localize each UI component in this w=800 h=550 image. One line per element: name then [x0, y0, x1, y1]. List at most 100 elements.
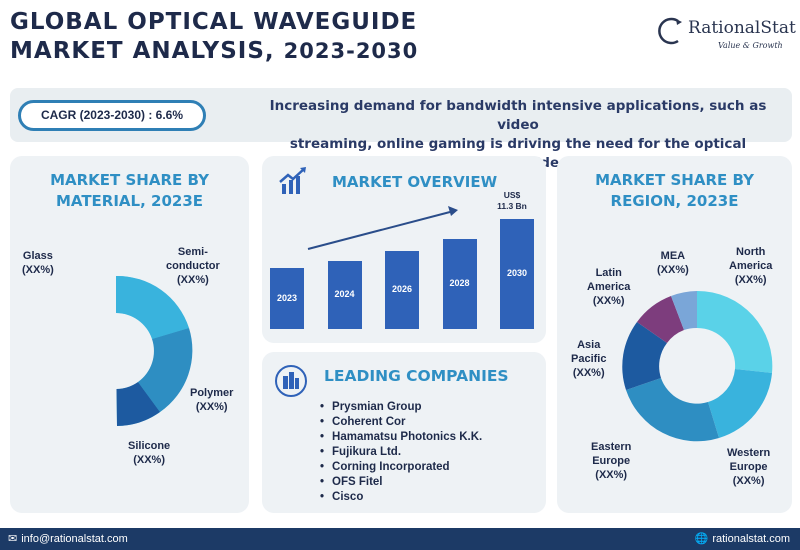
bar-label-2028: 2028	[449, 278, 470, 288]
footer-email-text: info@rationalstat.com	[21, 533, 128, 545]
company-item: OFS Fitel	[320, 475, 482, 490]
label-semiconductor: Semi- conductor (XX%)	[166, 245, 220, 287]
label-latin-america: Latin America (XX%)	[587, 266, 630, 308]
leading-companies-panel: LEADING COMPANIES Prysmian Group Coheren…	[262, 352, 546, 513]
key-insight-banner: CAGR (2023-2030) : 6.6% Increasing deman…	[10, 88, 792, 171]
trend-arrow	[307, 206, 458, 250]
bar-label-2030: 2030	[506, 268, 528, 278]
cagr-badge: CAGR (2023-2030) : 6.6%	[18, 100, 206, 131]
company-item: Hamamatsu Photonics K.K.	[320, 430, 482, 445]
title-line-2-text: MARKET ANALYSIS,	[10, 38, 275, 64]
bar-2023	[270, 268, 304, 329]
page-title: GLOBAL OPTICAL WAVEGUIDE MARKET ANALYSIS…	[10, 8, 530, 66]
label-semi-name-2: conductor	[166, 260, 220, 272]
companies-list: Prysmian Group Coherent Cor Hamamatsu Ph…	[320, 400, 482, 505]
label-semi-value: (XX%)	[177, 274, 209, 286]
company-item: Corning Incorporated	[320, 460, 482, 475]
footer-site-text: rationalstat.com	[712, 533, 790, 545]
label-eu-w-name-2: Europe	[729, 461, 768, 473]
label-silicone: Silicone (XX%)	[128, 439, 170, 467]
label-eu-e-name-1: Eastern	[591, 441, 632, 453]
label-mea: MEA (XX%)	[657, 249, 689, 277]
material-share-panel: MARKET SHARE BY MATERIAL, 2023E Glass (X…	[10, 156, 249, 513]
label-silicone-value: (XX%)	[133, 454, 165, 466]
label-north-america: North America (XX%)	[729, 245, 772, 287]
bar-2028	[442, 239, 477, 329]
donut-slice-latin-america	[637, 296, 684, 343]
company-item: Coherent Cor	[320, 415, 482, 430]
label-na-name-1: North	[736, 246, 766, 258]
bar-2024	[327, 261, 362, 329]
material-title-line-1: MARKET SHARE BY	[50, 171, 209, 189]
label-latam-name-1: Latin	[595, 267, 622, 279]
bar-2026	[385, 251, 419, 329]
bar-2030	[500, 219, 534, 329]
label-glass: Glass (XX%)	[22, 249, 54, 277]
logo-mark-icon	[658, 17, 682, 45]
logo-tagline: Value & Growth	[718, 41, 783, 50]
label-eu-w-name-1: Western	[727, 447, 771, 459]
material-title-line-2: MATERIAL, 2023E	[55, 192, 204, 210]
donut-slice-polymer	[138, 328, 193, 412]
label-glass-value: (XX%)	[22, 264, 54, 276]
title-line-1: GLOBAL OPTICAL WAVEGUIDE	[10, 9, 418, 35]
label-semi-name-1: Semi-	[177, 246, 208, 258]
label-silicone-name: Silicone	[128, 440, 171, 452]
material-donut-chart	[116, 275, 193, 426]
label-apac-name-1: Asia	[577, 339, 601, 351]
donut-slice-eastern-europe	[626, 378, 719, 442]
logo-name: RationalStat	[688, 18, 796, 38]
donut-slice-western-europe	[708, 369, 772, 438]
label-na-value: (XX%)	[734, 274, 767, 286]
title-line-2: MARKET ANALYSIS, 2023-2030	[10, 37, 530, 66]
footer-bar: ✉ info@rationalstat.com 🌐 rationalstat.com	[0, 528, 800, 550]
region-share-panel: MARKET SHARE BY REGION, 2023E North Amer…	[557, 156, 792, 513]
globe-icon: 🌐	[694, 533, 709, 545]
label-eu-w-value: (XX%)	[732, 475, 765, 487]
donut-slice-north-america	[697, 290, 773, 373]
region-panel-title: MARKET SHARE BY REGION, 2023E	[557, 170, 792, 212]
bar-label-2026: 2026	[391, 284, 413, 294]
region-donut-chart	[622, 290, 773, 442]
label-mea-value: (XX%)	[657, 264, 689, 276]
label-polymer: Polymer (XX%)	[190, 386, 233, 414]
label-latam-name-2: America	[587, 281, 631, 293]
label-apac-value: (XX%)	[572, 367, 605, 379]
material-panel-title: MARKET SHARE BY MATERIAL, 2023E	[10, 170, 249, 212]
label-western-europe: Western Europe (XX%)	[727, 446, 770, 488]
donut-slice-semiconductor	[116, 275, 189, 339]
overview-value-annotation: US$ 11.3 Bn	[490, 190, 534, 212]
market-overview-panel: MARKET OVERVIEW US$ 11.3 Bn 2023 2024 2026…	[262, 156, 546, 343]
label-asia-pacific: Asia Pacific (XX%)	[571, 338, 606, 380]
bar-label-2024: 2024	[334, 289, 355, 299]
donut-slice-asia-pacific	[622, 322, 667, 390]
label-glass-name: Glass	[22, 250, 53, 262]
donut-slice-silicone	[116, 382, 160, 426]
banner-line-1: Increasing demand for bandwidth intensiv…	[269, 98, 767, 133]
company-item: Prysmian Group	[320, 400, 482, 415]
companies-title: LEADING COMPANIES	[324, 367, 509, 385]
growth-chart-icon	[279, 167, 306, 194]
label-eastern-europe: Eastern Europe (XX%)	[591, 440, 631, 482]
label-latam-value: (XX%)	[592, 295, 625, 307]
overview-value-amount: 11.3 Bn	[497, 201, 527, 211]
label-apac-name-2: Pacific	[571, 353, 607, 365]
overview-value-currency: US$	[503, 190, 521, 200]
title-years: 2023-2030	[283, 39, 419, 63]
label-polymer-name: Polymer	[190, 387, 234, 399]
company-item: Cisco	[320, 490, 482, 505]
region-title-line-1: MARKET SHARE BY	[595, 171, 754, 189]
overview-title: MARKET OVERVIEW	[332, 173, 498, 191]
donut-slice-mea	[671, 291, 697, 330]
footer-email-link[interactable]: ✉ info@rationalstat.com	[8, 532, 128, 545]
company-item: Fujikura Ltd.	[320, 445, 482, 460]
mail-icon: ✉	[8, 533, 18, 545]
label-polymer-value: (XX%)	[195, 401, 228, 413]
bar-label-2023: 2023	[276, 292, 298, 303]
region-title-line-2: REGION, 2023E	[610, 192, 739, 210]
label-eu-e-value: (XX%)	[595, 469, 628, 481]
footer-site-link[interactable]: 🌐 rationalstat.com	[695, 532, 790, 545]
brand-logo[interactable]: RationalStat Value & Growth	[658, 14, 796, 54]
label-eu-e-name-2: Europe	[592, 455, 631, 467]
label-mea-name: MEA	[660, 250, 686, 262]
